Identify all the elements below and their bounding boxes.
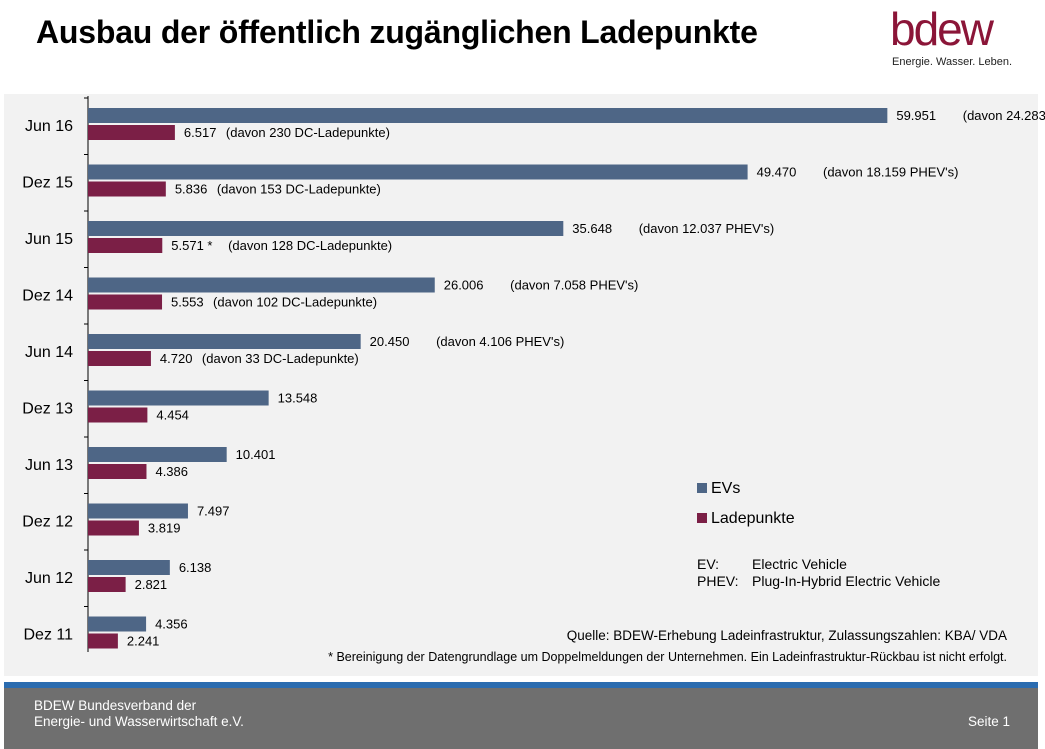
note-dc-ladepunkte: (davon 128 DC-Ladepunkte) (228, 238, 392, 253)
data-label-ladepunkte: 2.241 (127, 634, 160, 649)
category-label: Jun 13 (25, 457, 73, 474)
bar-ladepunkte (88, 294, 163, 310)
note-dc-ladepunkte: (davon 153 DC-Ladepunkte) (217, 182, 381, 197)
legend-label-evs: EVs (711, 480, 741, 497)
abbr-phev-text: Plug-In-Hybrid Electric Vehicle (752, 573, 941, 589)
bar-evs (88, 447, 227, 462)
bar-ladepunkte (88, 125, 175, 140)
bar-ladepunkte (88, 633, 118, 649)
data-label-ladepunkte: 4.454 (156, 408, 189, 423)
data-label-evs: 7.497 (197, 504, 230, 519)
category-label: Dez 12 (22, 514, 73, 531)
bdew-logo: bdew Energie. Wasser. Leben. (890, 2, 1020, 72)
bar-evs (88, 334, 361, 349)
source-note: Quelle: BDEW-Erhebung Ladeinfrastruktur,… (566, 628, 1007, 643)
data-label-evs: 35.648 (572, 221, 612, 236)
logo-tagline: Energie. Wasser. Leben. (892, 56, 1013, 68)
category-label: Jun 16 (25, 118, 73, 135)
page-number: Seite 1 (967, 714, 1010, 729)
data-label-evs: 49.470 (757, 165, 797, 180)
data-label-ladepunkte: 5.553 (171, 295, 204, 310)
data-label-ladepunkte: 5.836 (175, 182, 208, 197)
note-phev: (davon 12.037 PHEV's) (639, 221, 774, 236)
data-label-evs: 59.951 (896, 108, 936, 123)
category-label: Jun 12 (25, 570, 73, 587)
bar-evs (88, 390, 269, 406)
category-label: Dez 11 (23, 627, 73, 644)
bar-evs (88, 277, 435, 293)
data-label-ladepunkte: 3.819 (148, 521, 181, 536)
page-title: Ausbau der öffentlich zugänglichen Ladep… (36, 14, 758, 50)
legend-item-ladepunkte: Ladepunkte (697, 510, 795, 528)
legend-item-evs: EVs (697, 480, 740, 498)
note-phev: (davon 7.058 PHEV's) (510, 278, 638, 293)
footer-organization: BDEW Bundesverband der Energie- und Wass… (34, 698, 244, 730)
bar-evs (88, 164, 748, 180)
data-label-ladepunkte: 4.720 (160, 351, 193, 366)
data-label-evs: 20.450 (370, 334, 410, 349)
note-dc-ladepunkte: (davon 102 DC-Ladepunkte) (213, 295, 377, 310)
data-label-ladepunkte: 5.571 * (171, 238, 212, 253)
footer: BDEW Bundesverband der Energie- und Wass… (4, 688, 1038, 749)
footer-org-line1: BDEW Bundesverband der (34, 698, 197, 713)
category-label: Jun 14 (25, 344, 73, 361)
bar-ladepunkte (88, 464, 147, 479)
note-phev: (davon 18.159 PHEV's) (823, 165, 958, 180)
bar-evs (88, 503, 188, 519)
bar-ladepunkte (88, 520, 139, 536)
data-label-evs: 6.138 (179, 560, 212, 575)
bar-ladepunkte (88, 238, 163, 253)
note-dc-ladepunkte: (davon 230 DC-Ladepunkte) (226, 125, 390, 140)
note-phev: (davon 4.106 PHEV's) (436, 334, 564, 349)
data-label-ladepunkte: 2.821 (135, 577, 168, 592)
logo-wordmark: bdew (890, 3, 994, 55)
data-label-evs: 4.356 (155, 617, 188, 632)
footer-org-line2: Energie- und Wasserwirtschaft e.V. (34, 714, 244, 729)
abbr-ev-key: EV: (697, 556, 720, 572)
abbr-ev-text: Electric Vehicle (752, 556, 847, 572)
data-label-ladepunkte: 4.386 (155, 464, 188, 479)
category-label: Dez 13 (22, 401, 73, 418)
data-label-ladepunkte: 6.517 (184, 125, 217, 140)
footnote: * Bereinigung der Datengrundlage um Dopp… (328, 650, 1007, 664)
bar-ladepunkte (88, 351, 151, 366)
data-label-evs: 13.548 (278, 391, 318, 406)
data-label-evs: 10.401 (236, 447, 276, 462)
abbr-phev-key: PHEV: (697, 573, 739, 589)
category-label: Jun 15 (25, 231, 73, 248)
bar-evs (88, 560, 170, 575)
legend-label-ladepunkte: Ladepunkte (711, 510, 795, 527)
bar-evs (88, 221, 564, 236)
category-label: Dez 15 (22, 175, 73, 192)
footer-stripe (4, 682, 1038, 688)
bar-ladepunkte (88, 407, 148, 423)
data-label-evs: 26.006 (444, 278, 484, 293)
legend-swatch-evs (697, 483, 707, 493)
bar-ladepunkte (88, 577, 126, 592)
bar-evs (88, 616, 147, 632)
bar-evs (88, 108, 888, 123)
note-phev: (davon 24.283 PHEV's) (963, 108, 1045, 123)
note-dc-ladepunkte: (davon 33 DC-Ladepunkte) (202, 351, 359, 366)
legend-swatch-ladepunkte (697, 513, 707, 523)
plot-area-background (4, 94, 1038, 676)
bar-ladepunkte (88, 181, 166, 197)
category-label: Dez 14 (22, 288, 73, 305)
